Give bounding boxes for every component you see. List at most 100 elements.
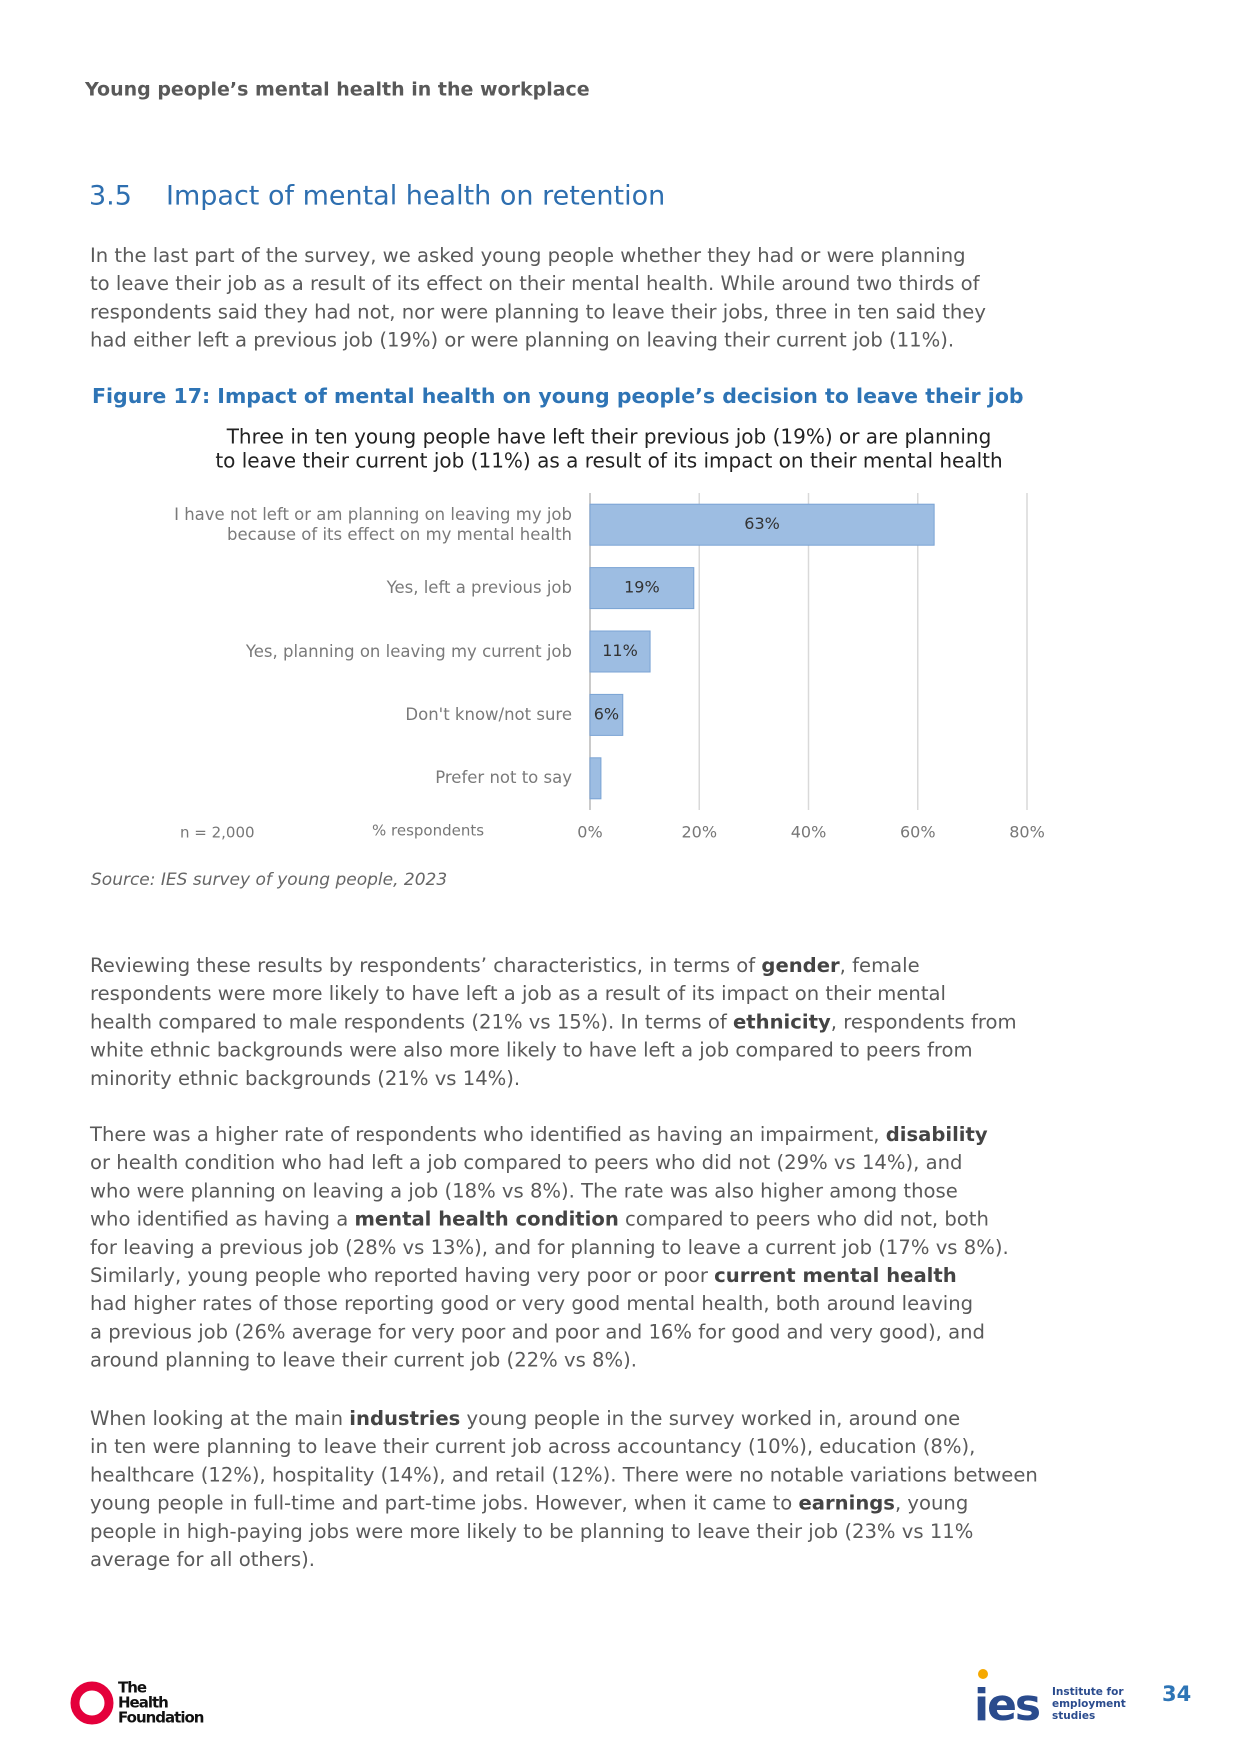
text-run: Reviewing these results by respondents’ … (90, 954, 761, 977)
text-run: When looking at the main (90, 1407, 349, 1430)
category-label: Prefer not to say (435, 768, 572, 788)
text-line: minority ethnic backgrounds (21% vs 14%)… (90, 1066, 520, 1089)
text-run: in ten were planning to leave their curr… (90, 1435, 975, 1458)
section-number: 3.5 (89, 181, 132, 212)
value-label: 63% (744, 514, 780, 533)
category-label: Yes, planning on leaving my current job (245, 641, 572, 661)
text-line: around planning to leave their current j… (90, 1348, 637, 1371)
text-run: , respondents from (831, 1010, 1017, 1033)
text-line: had either left a previous job (19%) or … (90, 328, 954, 351)
text-line: a previous job (26% average for very poo… (90, 1320, 985, 1343)
text-line: white ethnic backgrounds were also more … (90, 1038, 973, 1061)
figure-caption: Figure 17: Impact of mental health on yo… (92, 384, 1024, 408)
text-run: or health condition who had left a job c… (90, 1151, 962, 1174)
x-tick-label: 80% (1009, 823, 1045, 842)
bold-run: industries (349, 1407, 460, 1430)
value-label: 6% (594, 704, 619, 723)
value-label: 19% (624, 578, 660, 597)
text-line: for leaving a previous job (28% vs 13%),… (90, 1235, 1009, 1258)
page-number: 34 (1162, 1682, 1191, 1706)
text-run: people in high-paying jobs were more lik… (90, 1519, 973, 1542)
text-line: to leave their job as a result of its ef… (90, 272, 981, 295)
text-run: who identified as having a (90, 1207, 354, 1230)
text-line: There was a higher rate of respondents w… (89, 1123, 988, 1146)
source: Source: IES survey of young people, 2023 (91, 870, 447, 890)
bold-run: gender (761, 954, 840, 977)
text-line: respondents said they had not, nor were … (90, 300, 986, 323)
category-label: Don't know/not sure (405, 704, 572, 724)
logo-text: The (118, 1679, 147, 1697)
text-run: had higher rates of those reporting good… (90, 1292, 973, 1315)
text-run: health compared to male respondents (21%… (90, 1010, 733, 1033)
section-title: Impact of mental health on retention (166, 181, 665, 212)
text-run: respondents said they had not, nor were … (90, 300, 986, 323)
text-run: white ethnic backgrounds were also more … (90, 1038, 973, 1061)
logo-text: studies (1052, 1710, 1095, 1722)
text-run: In the last part of the survey, we asked… (90, 244, 966, 267)
text-run: young people in the survey worked in, ar… (460, 1407, 960, 1430)
bar (589, 757, 602, 800)
bold-run: current mental health (714, 1264, 957, 1287)
x-tick-label: 20% (681, 823, 717, 842)
logo-ring (70, 1681, 114, 1725)
text-run: to leave their job as a result of its ef… (90, 272, 981, 295)
bold-run: disability (886, 1123, 988, 1146)
text-run: healthcare (12%), hospitality (14%), and… (90, 1463, 1038, 1486)
category-label: Yes, left a previous job (386, 578, 572, 598)
running-title: Young people’s mental health in the work… (84, 79, 590, 101)
sample-note: n = 2,000 (180, 824, 255, 842)
text-line: Reviewing these results by respondents’ … (90, 954, 920, 977)
text-line: or health condition who had left a job c… (90, 1151, 962, 1174)
logo-text: Health (118, 1694, 168, 1712)
bold-run: ethnicity (733, 1010, 831, 1033)
text-run: around planning to leave their current j… (90, 1348, 637, 1371)
x-tick-label: 40% (791, 823, 827, 842)
bar (589, 693, 624, 736)
text-run: had either left a previous job (19%) or … (90, 328, 954, 351)
text-line: In the last part of the survey, we asked… (90, 244, 966, 267)
text-line: average for all others). (90, 1548, 315, 1571)
text-run: minority ethnic backgrounds (21% vs 14%)… (90, 1066, 520, 1089)
text-run: There was a higher rate of respondents w… (89, 1123, 886, 1146)
text-line: healthcare (12%), hospitality (14%), and… (90, 1463, 1038, 1486)
x-tick-label: 0% (577, 823, 602, 842)
bold-run: earnings (798, 1491, 894, 1514)
text-run: , young (895, 1491, 968, 1514)
text-run: respondents were more likely to have lef… (90, 982, 946, 1005)
text-run: compared to peers who did not, both (619, 1207, 989, 1230)
text-run: for leaving a previous job (28% vs 13%),… (90, 1235, 1009, 1258)
text-run: Similarly, young people who reported hav… (90, 1264, 714, 1287)
bold-run: mental health condition (354, 1207, 618, 1230)
health-foundation-logo: The Health Foundation (70, 1679, 205, 1727)
text-run: , female (840, 954, 920, 977)
logo-dot (978, 1669, 988, 1679)
text-line: in ten were planning to leave their curr… (90, 1435, 975, 1458)
logo-text: employment (1052, 1698, 1126, 1710)
text-line: young people in full-time and part-time … (90, 1491, 968, 1514)
bar (589, 567, 695, 610)
text-line: respondents were more likely to have lef… (90, 982, 946, 1005)
chart-title: to leave their current job (11%) as a re… (215, 449, 1002, 473)
text-line: who identified as having a mental health… (90, 1207, 989, 1230)
text-line: health compared to male respondents (21%… (90, 1010, 1017, 1033)
text-run: average for all others). (90, 1548, 315, 1571)
text-line: Similarly, young people who reported hav… (90, 1264, 957, 1287)
x-tick-label: 60% (900, 823, 936, 842)
text-line: When looking at the main industries youn… (90, 1407, 960, 1430)
logo-text: Institute for (1052, 1686, 1124, 1698)
text-line: who were planning on leaving a job (18% … (90, 1179, 958, 1202)
logo-text: Foundation (118, 1709, 204, 1727)
bar (589, 630, 651, 673)
text-run: who were planning on leaving a job (18% … (90, 1179, 958, 1202)
ies-logo: ies Institute for employment studies (974, 1669, 1126, 1731)
category-label: I have not left or am planning on leavin… (174, 504, 572, 544)
text-line: people in high-paying jobs were more lik… (90, 1519, 973, 1542)
value-label: 11% (602, 641, 638, 660)
logo-mark: ies (974, 1680, 1040, 1731)
bar (589, 503, 935, 546)
text-run: young people in full-time and part-time … (90, 1491, 798, 1514)
chart-title: Three in ten young people have left thei… (226, 425, 992, 449)
x-axis-label: % respondents (372, 822, 484, 840)
